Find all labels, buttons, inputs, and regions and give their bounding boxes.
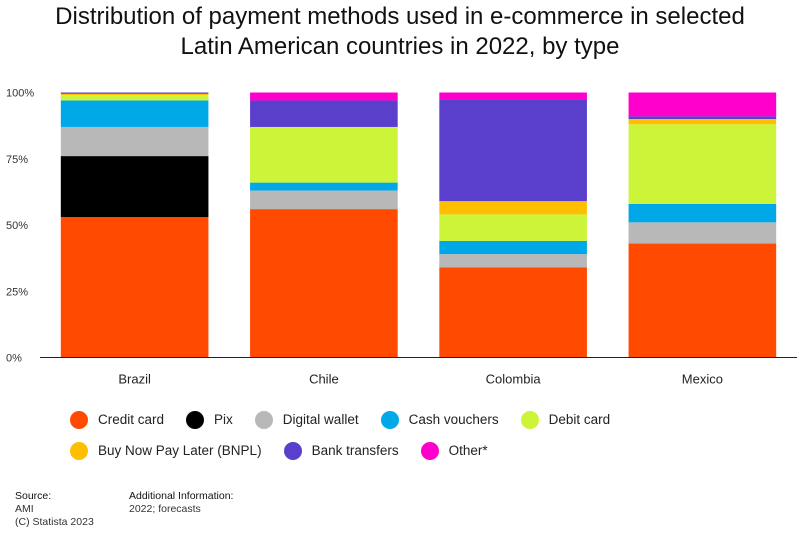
- bar-segment-mexico-debit-card: [628, 124, 777, 204]
- bar-segment-chile-digital-wallet: [250, 190, 398, 210]
- bar-segment-colombia-digital-wallet: [439, 254, 587, 268]
- legend-swatch-icon: [380, 410, 399, 429]
- legend-label: Pix: [214, 412, 233, 427]
- x-tick-label-mexico: Mexico: [682, 372, 723, 387]
- bar-segment-mexico-bank-transfers: [628, 116, 777, 119]
- bar-segment-chile-credit-card: [250, 209, 398, 358]
- additional-info-block: Additional Information: 2022; forecasts: [129, 490, 233, 516]
- bar-segment-brazil-buy-now-pay-later-bnpl: [60, 93, 209, 96]
- bar-segment-chile-bank-transfers: [250, 100, 398, 127]
- bar-segment-brazil-cash-vouchers: [60, 100, 209, 127]
- y-tick-label: 25%: [6, 286, 28, 298]
- y-tick-label: 75%: [6, 154, 28, 166]
- legend-label: Digital wallet: [282, 412, 359, 427]
- bar-segment-brazil-digital-wallet: [60, 126, 209, 157]
- legend-swatch-icon: [186, 410, 205, 429]
- legend-label: Debit card: [548, 412, 611, 427]
- legend-row: Credit card Pix Digital wallet Cash voucher…: [70, 404, 790, 435]
- additional-info-label: Additional Information:: [129, 490, 234, 502]
- bar-segment-colombia-debit-card: [439, 214, 587, 241]
- legend-label: Bank transfers: [311, 443, 399, 458]
- legend-item-other: Other*: [420, 441, 488, 460]
- legend-swatch-icon: [70, 441, 88, 460]
- legend-label: Cash vouchers: [408, 412, 499, 427]
- bar-segment-chile-other: [250, 92, 398, 101]
- legend-swatch-icon: [254, 410, 273, 429]
- bar-segment-mexico-digital-wallet: [628, 222, 777, 244]
- bar-segment-brazil-debit-card: [60, 95, 209, 101]
- legend-item-buy-now-pay-later-bnpl: Buy Now Pay Later (BNPL): [70, 441, 262, 460]
- bar-segment-colombia-cash-vouchers: [439, 240, 587, 255]
- bar-segment-brazil-bank-transfers: [60, 92, 209, 94]
- chart-legend: Credit card Pix Digital wallet Cash voucher…: [70, 404, 790, 466]
- chart-title-line-2: Latin American countries in 2022, by typ…: [180, 33, 620, 60]
- chart-title: Distribution of payment methods used in …: [0, 2, 800, 62]
- bar-segment-colombia-buy-now-pay-later-bnpl: [439, 201, 587, 215]
- bar-segment-chile-cash-vouchers: [250, 182, 398, 191]
- legend-swatch-icon: [420, 441, 439, 460]
- bar-segment-chile-debit-card: [250, 126, 398, 183]
- bar-segment-brazil-pix: [60, 156, 209, 218]
- y-tick-label: 50%: [6, 220, 28, 232]
- bar-segment-mexico-other: [628, 92, 777, 117]
- legend-label: Buy Now Pay Later (BNPL): [98, 443, 262, 458]
- y-tick-label: 100%: [6, 88, 34, 100]
- legend-item-bank-transfers: Bank transfers: [283, 441, 399, 460]
- legend-swatch-icon: [283, 441, 302, 460]
- x-tick-label-brazil: Brazil: [118, 372, 151, 387]
- legend-item-cash-vouchers: Cash vouchers: [380, 410, 499, 429]
- y-tick-label: 0%: [6, 353, 22, 365]
- source-block: Source: AMI (C) Statista 2023: [15, 490, 94, 529]
- legend-item-credit-card: Credit card: [70, 410, 165, 429]
- bar-segment-mexico-cash-vouchers: [628, 203, 777, 223]
- bar-segment-mexico-buy-now-pay-later-bnpl: [628, 119, 777, 125]
- legend-item-debit-card: Debit card: [520, 410, 611, 429]
- bar-segment-colombia-other: [439, 92, 587, 100]
- legend-item-pix: Pix: [186, 410, 233, 429]
- bar-segment-mexico-credit-card: [628, 243, 777, 358]
- legend-swatch-icon: [520, 410, 539, 429]
- bar-segment-brazil-credit-card: [60, 217, 209, 358]
- copyright-text: (C) Statista 2023: [15, 516, 94, 528]
- x-tick-label-colombia: Colombia: [486, 372, 542, 387]
- legend-item-digital-wallet: Digital wallet: [254, 410, 359, 429]
- x-tick-label-chile: Chile: [309, 372, 339, 387]
- legend-row: Buy Now Pay Later (BNPL) Bank transfers Ot…: [70, 435, 790, 466]
- additional-info-value: 2022; forecasts: [129, 503, 201, 515]
- source-value: AMI: [15, 503, 34, 515]
- legend-label: Other*: [448, 443, 488, 458]
- legend-label: Credit card: [98, 412, 165, 427]
- stacked-bar-chart: 0% 25% 50% 75% 100% Brazil Chile Colombia Mexico: [6, 88, 797, 387]
- bar-segment-colombia-credit-card: [439, 267, 587, 358]
- chart-title-line-1: Distribution of payment methods used in …: [55, 3, 745, 30]
- bar-segment-colombia-bank-transfers: [439, 99, 587, 202]
- legend-swatch-icon: [70, 410, 88, 429]
- source-label: Source:: [15, 490, 52, 502]
